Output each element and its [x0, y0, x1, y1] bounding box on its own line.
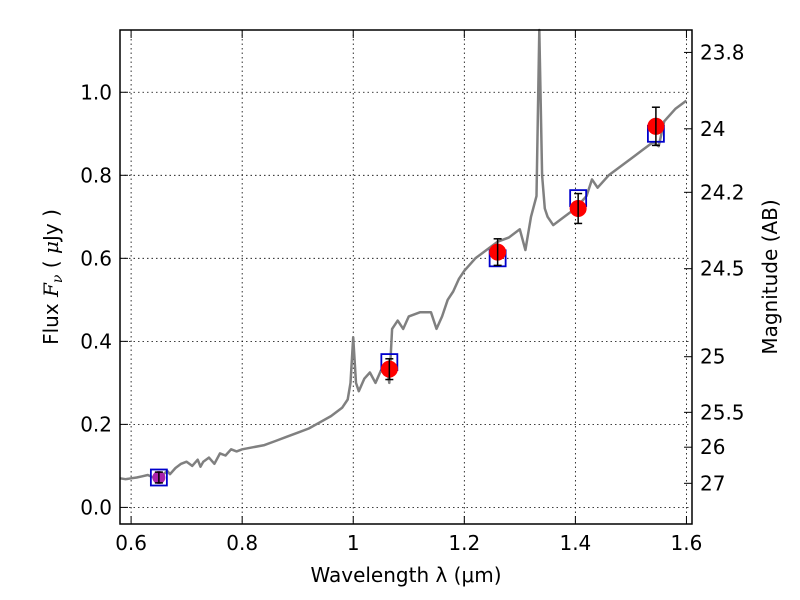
right-tick-label: 23.8	[700, 40, 745, 64]
y-axis-title: Flux Fν ( μJy )	[39, 209, 66, 345]
x-tick-label: 1.4	[559, 531, 591, 555]
x-tick-label: 1.6	[671, 531, 703, 555]
y-tick-label: 0.6	[80, 246, 112, 270]
y-tick-label: 0.0	[80, 495, 112, 519]
model-point	[149, 468, 168, 487]
y-tick-label: 1.0	[80, 80, 112, 104]
ticks: 0.6 0.8 1 1.2 1.4 1.6 0.0 0.2 0.4 0.6 0.8 1.0 23.8 24…	[80, 30, 745, 555]
y-tick-label: 0.2	[80, 412, 112, 436]
x-tick-label: 0.8	[226, 531, 258, 555]
right-tick-label: 25	[700, 345, 725, 369]
right-tick-label: 24	[700, 117, 725, 141]
right-tick-label: 24.5	[700, 257, 745, 281]
right-axis-title: Magnitude (AB)	[758, 199, 782, 354]
grid	[120, 30, 692, 524]
y-tick-label: 0.4	[80, 329, 112, 353]
x-tick-label: 1.2	[448, 531, 480, 555]
y-tick-label: 0.8	[80, 163, 112, 187]
sed-line	[119, 28, 688, 481]
right-tick-label: 24.2	[700, 180, 745, 204]
plot-area	[119, 28, 688, 487]
x-axis-title: Wavelength λ (μm)	[310, 563, 501, 587]
right-tick-label: 27	[700, 471, 725, 495]
right-tick-label: 26	[700, 435, 725, 459]
right-tick-label: 25.5	[700, 400, 745, 424]
plot-frame	[119, 29, 693, 525]
x-tick-label: 1	[347, 531, 360, 555]
x-tick-label: 0.6	[115, 531, 147, 555]
